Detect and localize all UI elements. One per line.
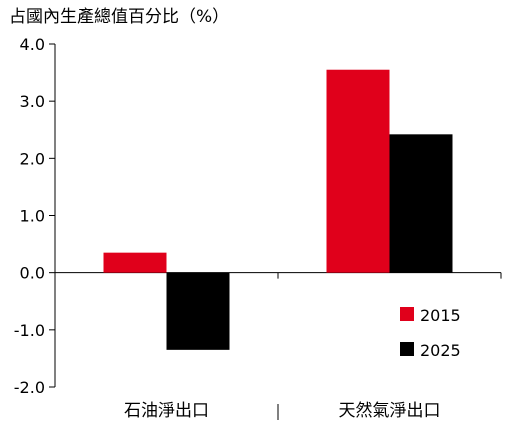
y-tick-label: 0.0 (20, 264, 45, 283)
bars (103, 69, 453, 350)
bar-2025-1 (166, 272, 230, 350)
x-category-label: 天然氣淨出口 (339, 401, 441, 421)
y-tick-label: 4.0 (20, 35, 45, 54)
y-tick-label: 3.0 (20, 92, 45, 111)
labels: 4.0 3.0 2.0 1.0 0.0 -1.0 -2.0 石油淨出口 天然氣淨出口 (14, 35, 441, 421)
y-tick-label: 1.0 (20, 207, 45, 226)
bar-2015-1 (103, 252, 167, 273)
legend-swatch-2015 (400, 307, 414, 321)
legend: 2015 2025 (400, 306, 461, 360)
bar-2015-2 (326, 69, 390, 273)
legend-label-2015: 2015 (420, 306, 461, 325)
legend-swatch-2025 (400, 342, 414, 356)
x-category-label: 石油淨出口 (124, 401, 209, 421)
bar-2025-2 (389, 134, 453, 273)
y-tick-label: -1.0 (14, 321, 45, 340)
y-tick-label: -2.0 (14, 378, 45, 397)
legend-label-2025: 2025 (420, 341, 461, 360)
y-axis-title: 占國內生產總值百分比（%） (9, 7, 229, 27)
y-tick-label: 2.0 (20, 149, 45, 168)
